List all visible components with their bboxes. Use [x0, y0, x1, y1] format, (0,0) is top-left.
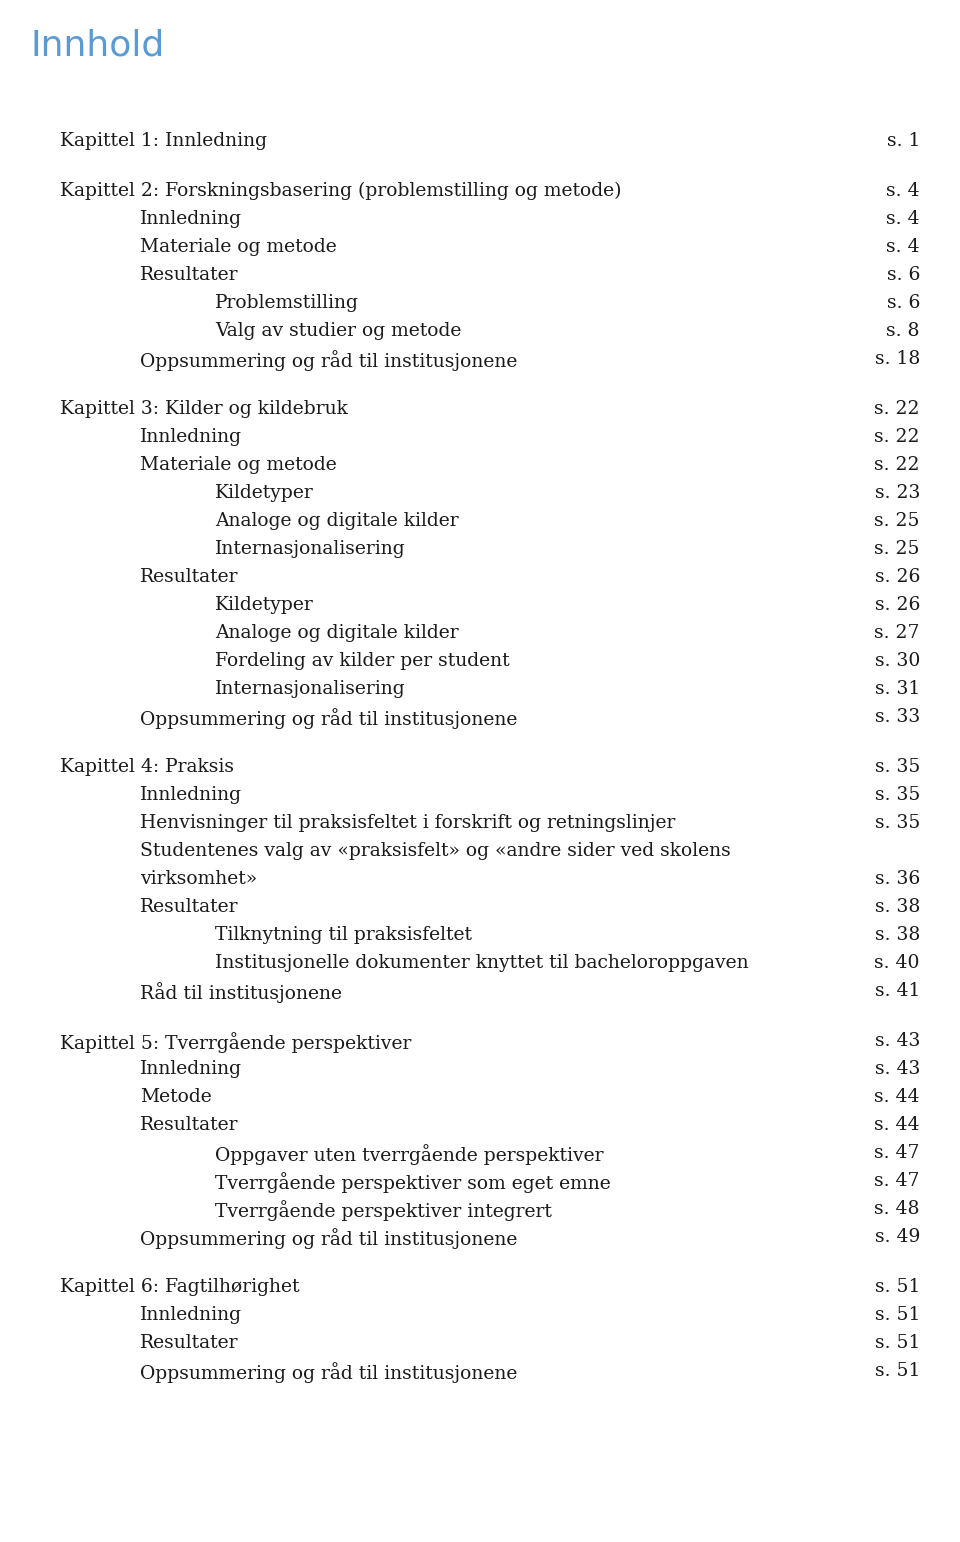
Text: s. 23: s. 23: [875, 484, 920, 503]
Text: s. 18: s. 18: [875, 350, 920, 369]
Text: Resultater: Resultater: [140, 567, 238, 586]
Text: Kapittel 1: Innledning: Kapittel 1: Innledning: [60, 133, 267, 150]
Text: s. 51: s. 51: [875, 1278, 920, 1295]
Text: s. 30: s. 30: [875, 652, 920, 671]
Text: s. 44: s. 44: [875, 1116, 920, 1133]
Text: s. 33: s. 33: [875, 708, 920, 726]
Text: s. 1: s. 1: [887, 133, 920, 150]
Text: s. 31: s. 31: [875, 680, 920, 699]
Text: Innledning: Innledning: [140, 786, 242, 803]
Text: Valg av studier og metode: Valg av studier og metode: [215, 322, 462, 339]
Text: Metode: Metode: [140, 1089, 212, 1106]
Text: Tverrgående perspektiver integrert: Tverrgående perspektiver integrert: [215, 1200, 552, 1221]
Text: Oppgaver uten tverrgående perspektiver: Oppgaver uten tverrgående perspektiver: [215, 1144, 604, 1164]
Text: s. 22: s. 22: [875, 429, 920, 446]
Text: s. 35: s. 35: [875, 786, 920, 803]
Text: s. 51: s. 51: [875, 1362, 920, 1380]
Text: Analoge og digitale kilder: Analoge og digitale kilder: [215, 625, 459, 641]
Text: s. 36: s. 36: [875, 870, 920, 888]
Text: s. 41: s. 41: [875, 982, 920, 1001]
Text: Henvisninger til praksisfeltet i forskrift og retningslinjer: Henvisninger til praksisfeltet i forskri…: [140, 814, 676, 833]
Text: s. 51: s. 51: [875, 1306, 920, 1325]
Text: Problemstilling: Problemstilling: [215, 295, 359, 311]
Text: s. 4: s. 4: [886, 182, 920, 200]
Text: s. 47: s. 47: [875, 1144, 920, 1163]
Text: Tverrgående perspektiver som eget emne: Tverrgående perspektiver som eget emne: [215, 1172, 611, 1194]
Text: s. 26: s. 26: [875, 567, 920, 586]
Text: Studentenes valg av «praksisfelt» og «andre sider ved skolens: Studentenes valg av «praksisfelt» og «an…: [140, 842, 731, 860]
Text: Kildetyper: Kildetyper: [215, 484, 314, 503]
Text: Resultater: Resultater: [140, 1334, 238, 1352]
Text: s. 44: s. 44: [875, 1089, 920, 1106]
Text: Oppsummering og råd til institusjonene: Oppsummering og råd til institusjonene: [140, 1362, 517, 1383]
Text: Innledning: Innledning: [140, 1306, 242, 1325]
Text: Tilknytning til praksisfeltet: Tilknytning til praksisfeltet: [215, 927, 472, 944]
Text: s. 25: s. 25: [875, 512, 920, 530]
Text: Kildetyper: Kildetyper: [215, 597, 314, 614]
Text: s. 35: s. 35: [875, 814, 920, 833]
Text: Resultater: Resultater: [140, 1116, 238, 1133]
Text: Innledning: Innledning: [140, 210, 242, 228]
Text: s. 40: s. 40: [875, 954, 920, 971]
Text: s. 26: s. 26: [875, 597, 920, 614]
Text: s. 51: s. 51: [875, 1334, 920, 1352]
Text: Kapittel 3: Kilder og kildebruk: Kapittel 3: Kilder og kildebruk: [60, 399, 348, 418]
Text: Innledning: Innledning: [140, 1059, 242, 1078]
Text: s. 6: s. 6: [887, 267, 920, 284]
Text: s. 38: s. 38: [875, 927, 920, 944]
Text: s. 35: s. 35: [875, 759, 920, 776]
Text: Oppsummering og råd til institusjonene: Oppsummering og råd til institusjonene: [140, 350, 517, 372]
Text: Resultater: Resultater: [140, 267, 238, 284]
Text: Kapittel 5: Tverrgående perspektiver: Kapittel 5: Tverrgående perspektiver: [60, 1032, 412, 1053]
Text: Kapittel 4: Praksis: Kapittel 4: Praksis: [60, 759, 234, 776]
Text: s. 48: s. 48: [875, 1200, 920, 1218]
Text: Kapittel 2: Forskningsbasering (problemstilling og metode): Kapittel 2: Forskningsbasering (problems…: [60, 182, 621, 200]
Text: Innhold: Innhold: [30, 28, 164, 62]
Text: Oppsummering og råd til institusjonene: Oppsummering og råd til institusjonene: [140, 1227, 517, 1249]
Text: s. 22: s. 22: [875, 456, 920, 473]
Text: virksomhet»: virksomhet»: [140, 870, 257, 888]
Text: Internasjonalisering: Internasjonalisering: [215, 680, 406, 699]
Text: s. 49: s. 49: [875, 1227, 920, 1246]
Text: s. 47: s. 47: [875, 1172, 920, 1190]
Text: Råd til institusjonene: Råd til institusjonene: [140, 982, 342, 1002]
Text: Kapittel 6: Fagtilhørighet: Kapittel 6: Fagtilhørighet: [60, 1278, 300, 1295]
Text: Institusjonelle dokumenter knyttet til bacheloroppgaven: Institusjonelle dokumenter knyttet til b…: [215, 954, 749, 971]
Text: s. 43: s. 43: [875, 1032, 920, 1050]
Text: s. 22: s. 22: [875, 399, 920, 418]
Text: s. 27: s. 27: [875, 625, 920, 641]
Text: Fordeling av kilder per student: Fordeling av kilder per student: [215, 652, 510, 671]
Text: s. 4: s. 4: [886, 237, 920, 256]
Text: s. 38: s. 38: [875, 897, 920, 916]
Text: Resultater: Resultater: [140, 897, 238, 916]
Text: s. 8: s. 8: [886, 322, 920, 339]
Text: Analoge og digitale kilder: Analoge og digitale kilder: [215, 512, 459, 530]
Text: Oppsummering og råd til institusjonene: Oppsummering og råd til institusjonene: [140, 708, 517, 729]
Text: Materiale og metode: Materiale og metode: [140, 237, 337, 256]
Text: Internasjonalisering: Internasjonalisering: [215, 540, 406, 558]
Text: s. 4: s. 4: [886, 210, 920, 228]
Text: Innledning: Innledning: [140, 429, 242, 446]
Text: Materiale og metode: Materiale og metode: [140, 456, 337, 473]
Text: s. 25: s. 25: [875, 540, 920, 558]
Text: s. 6: s. 6: [887, 295, 920, 311]
Text: s. 43: s. 43: [875, 1059, 920, 1078]
